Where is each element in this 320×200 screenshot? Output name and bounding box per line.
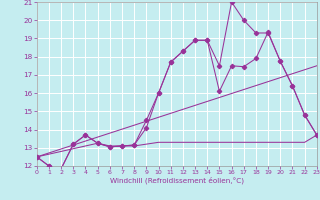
X-axis label: Windchill (Refroidissement éolien,°C): Windchill (Refroidissement éolien,°C) [110, 177, 244, 184]
